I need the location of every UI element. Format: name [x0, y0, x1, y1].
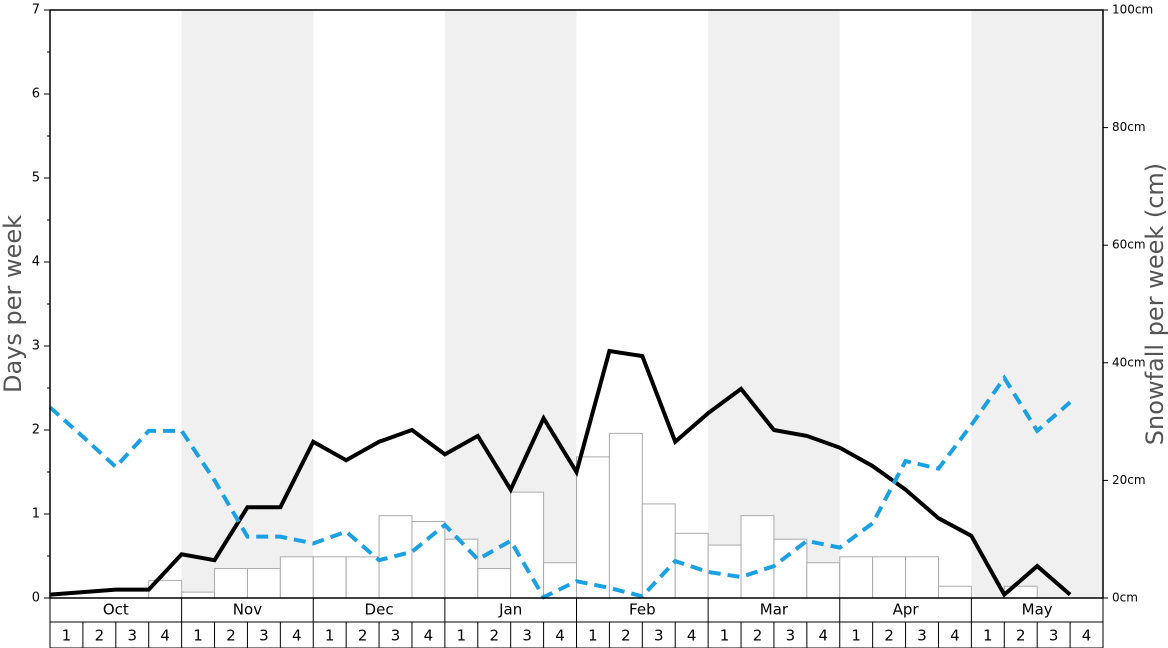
y2-tick-label: 20cm: [1112, 473, 1146, 487]
y-tick-label: 0: [32, 591, 40, 606]
week-label: 2: [489, 627, 499, 645]
week-label: 1: [851, 627, 861, 645]
week-label: 1: [457, 627, 467, 645]
snow-bar: [411, 521, 446, 599]
week-label: 4: [424, 627, 434, 645]
week-label: 1: [325, 627, 335, 645]
week-label: 3: [391, 627, 401, 645]
y2-axis-title: Snowfall per week (cm): [1141, 163, 1168, 445]
month-band: [971, 10, 1103, 598]
snow-bar: [279, 556, 314, 599]
month-label: Feb: [629, 601, 656, 619]
week-label: 1: [62, 627, 72, 645]
month-label: Apr: [893, 601, 920, 619]
y2-tick-label: 40cm: [1112, 355, 1146, 369]
week-label: 2: [884, 627, 894, 645]
week-label: 2: [95, 627, 105, 645]
week-label: 2: [753, 627, 763, 645]
month-label: Nov: [233, 601, 262, 619]
month-label: Mar: [760, 601, 789, 619]
snow-bar: [872, 556, 907, 599]
snow-bar: [608, 432, 643, 599]
snow-bar: [181, 591, 216, 599]
snow-bar: [246, 568, 281, 599]
week-label: 1: [588, 627, 598, 645]
month-band: [708, 10, 840, 598]
week-label: 1: [720, 627, 730, 645]
snow-bar: [576, 456, 610, 599]
week-label: 3: [1049, 627, 1059, 645]
snow-bar: [510, 491, 545, 599]
month-label: Jan: [498, 601, 522, 619]
snow-bar: [905, 556, 939, 599]
snow-bar: [214, 568, 248, 599]
week-label: 4: [687, 627, 697, 645]
snow-bar: [773, 538, 808, 599]
line-series: [49, 348, 1072, 598]
month-label: Dec: [365, 601, 394, 619]
snow-bar: [937, 585, 972, 599]
week-label: 2: [226, 627, 236, 645]
snow-bar: [806, 562, 841, 599]
week-label: 4: [292, 627, 302, 645]
line-series: [48, 374, 1072, 600]
month-band: [181, 10, 314, 598]
snow-bar: [740, 515, 775, 599]
week-label: 1: [983, 627, 993, 645]
snow-bar: [641, 503, 676, 599]
week-label: 3: [654, 627, 664, 645]
week-label: 2: [621, 627, 631, 645]
month-label: May: [1022, 601, 1053, 619]
y2-tick-label: 60cm: [1112, 238, 1146, 252]
y-tick-label: 1: [32, 507, 40, 522]
month-label: Oct: [103, 601, 129, 619]
week-label: 4: [819, 627, 829, 645]
y2-tick-label: 80cm: [1112, 120, 1146, 134]
snow-bar: [345, 556, 380, 599]
week-label: 3: [917, 627, 927, 645]
y2-tick-label: 0cm: [1112, 591, 1138, 605]
week-label: 3: [786, 627, 796, 645]
week-label: 3: [127, 627, 137, 645]
week-label: 2: [358, 627, 368, 645]
snow-bar: [477, 568, 512, 599]
week-label: 3: [259, 627, 269, 645]
week-label: 4: [1082, 627, 1092, 645]
y-tick-label: 6: [32, 87, 40, 102]
snow-bar: [839, 556, 874, 599]
y-tick-label: 4: [32, 255, 40, 270]
week-label: 4: [950, 627, 960, 645]
y-axis-title: Days per week: [0, 215, 27, 393]
week-label: 2: [1016, 627, 1026, 645]
week-label: 3: [522, 627, 532, 645]
snow-bar: [312, 556, 347, 599]
y-tick-label: 2: [32, 423, 40, 438]
week-label: 1: [193, 627, 203, 645]
week-label: 4: [160, 627, 170, 645]
y-tick-label: 5: [32, 171, 40, 186]
y2-tick-label: 100cm: [1112, 3, 1153, 17]
week-label: 4: [555, 627, 565, 645]
snow-bar: [444, 538, 479, 599]
y-tick-label: 3: [32, 339, 40, 354]
y-tick-label: 7: [32, 3, 40, 18]
